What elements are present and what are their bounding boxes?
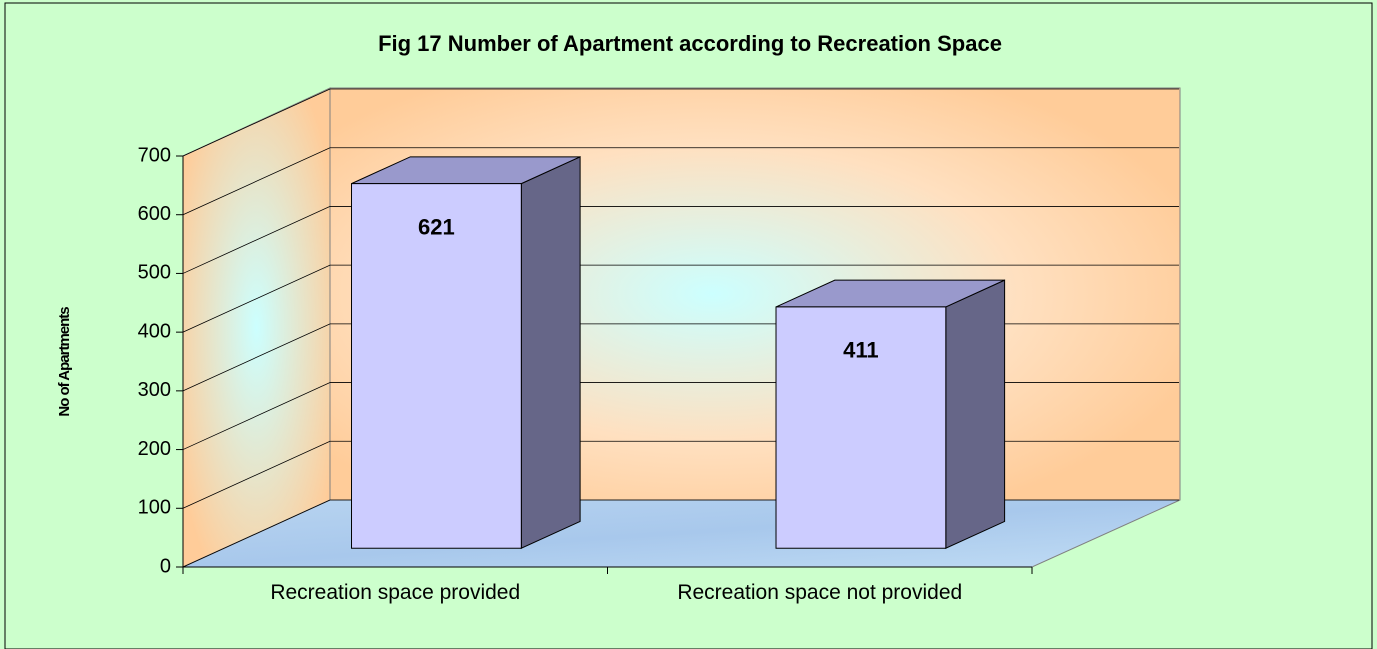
y-tick-label: 700 [138, 144, 171, 166]
bar-side [520, 156, 581, 550]
x-tick-label: Recreation space provided [270, 581, 521, 604]
bar [351, 183, 522, 549]
y-tick-label: 300 [138, 379, 171, 401]
grid-line [182, 147, 1179, 216]
bar-side [945, 279, 1006, 550]
chart-title: Fig 17 Number of Apartment according to … [378, 31, 1002, 56]
x-tick-label-box: Recreation space not provided [677, 581, 963, 604]
y-tick-label: 0 [160, 555, 171, 577]
grid-line [182, 88, 1179, 157]
y-tick-label: 600 [138, 203, 171, 225]
x-tick-label: Recreation space not provided [677, 581, 963, 604]
left-wall [182, 87, 331, 568]
y-tick-label: 400 [138, 320, 171, 342]
y-tick-label: 200 [138, 438, 171, 460]
grid-line [182, 206, 1179, 274]
y-axis-label: No of Apartments [56, 307, 73, 417]
floor [182, 499, 1181, 568]
frame [4, 2, 1373, 649]
grid-line [182, 264, 1179, 333]
y-tick-label: 100 [138, 497, 171, 519]
data-label: 621 [418, 214, 455, 239]
x-tick-label-box: Recreation space provided [270, 581, 521, 604]
bar [775, 306, 947, 549]
y-tick-label: 500 [138, 262, 171, 284]
data-label: 411 [843, 338, 879, 363]
